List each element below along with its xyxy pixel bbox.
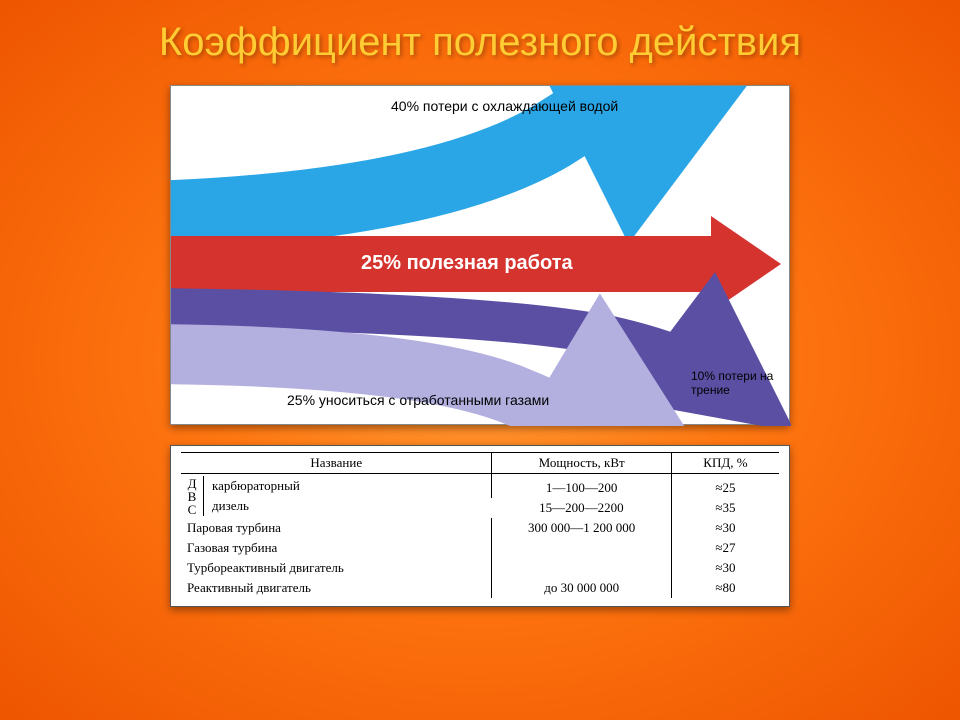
efficiency-table: Название Мощность, кВт КПД, % ДВС карбюр… bbox=[181, 452, 779, 598]
row-kpd: ≈30 bbox=[671, 558, 779, 578]
row-name: Паровая турбина bbox=[181, 518, 492, 538]
row-kpd: ≈80 bbox=[671, 578, 779, 598]
row-name: Реактивный двигатель bbox=[181, 578, 492, 598]
sankey-diagram: 40% потери с охлаждающей водой 25% полез… bbox=[170, 85, 790, 425]
dvs-group-label: ДВС bbox=[181, 476, 203, 516]
row-kpd: ≈35 bbox=[671, 498, 779, 518]
row-kpd: ≈30 bbox=[671, 518, 779, 538]
row-power bbox=[492, 538, 671, 558]
row-name: Газовая турбина bbox=[181, 538, 492, 558]
table-row: ДВС карбюраторный дизель 1—100—200 ≈25 bbox=[181, 474, 779, 499]
row-power: 300 000—1 200 000 bbox=[492, 518, 671, 538]
row-kpd: ≈25 bbox=[671, 474, 779, 499]
table-row: Турбореактивный двигатель ≈30 bbox=[181, 558, 779, 578]
label-exhaust: 25% уноситься с отработанными газами bbox=[287, 392, 549, 408]
row-power: 1—100—200 bbox=[492, 474, 671, 499]
col-kpd: КПД, % bbox=[671, 453, 779, 474]
label-friction: 10% потери на трение bbox=[691, 370, 781, 398]
label-useful: 25% полезная работа bbox=[361, 252, 573, 275]
table-row: Газовая турбина ≈27 bbox=[181, 538, 779, 558]
table-row: Реактивный двигатель до 30 000 000 ≈80 bbox=[181, 578, 779, 598]
row-power: 15—200—2200 bbox=[492, 498, 671, 518]
efficiency-table-panel: Название Мощность, кВт КПД, % ДВС карбюр… bbox=[170, 445, 790, 607]
row-name: карбюраторный bbox=[208, 476, 491, 496]
row-kpd: ≈27 bbox=[671, 538, 779, 558]
row-name: Турбореактивный двигатель bbox=[181, 558, 492, 578]
col-name: Название bbox=[181, 453, 492, 474]
row-power bbox=[492, 558, 671, 578]
label-cooling: 40% потери с охлаждающей водой bbox=[391, 98, 618, 114]
row-name: дизель bbox=[208, 496, 491, 516]
table-row: Паровая турбина 300 000—1 200 000 ≈30 bbox=[181, 518, 779, 538]
col-power: Мощность, кВт bbox=[492, 453, 671, 474]
arrow-exhaust bbox=[171, 354, 641, 426]
row-power: до 30 000 000 bbox=[492, 578, 671, 598]
page-title: Коэффициент полезного действия bbox=[0, 0, 960, 75]
arrow-useful-head bbox=[711, 216, 781, 312]
